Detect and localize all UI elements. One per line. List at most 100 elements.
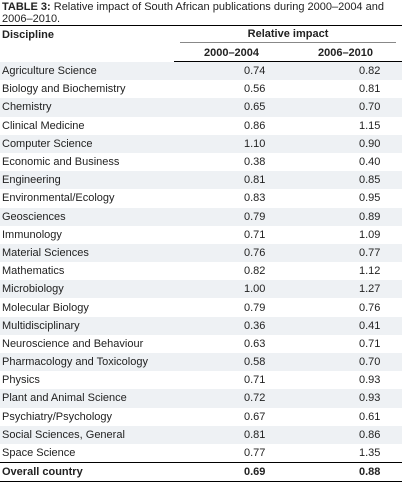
- cell-2000-2004: 0.63: [244, 337, 266, 350]
- cell-discipline: Molecular Biology: [2, 301, 89, 314]
- cell-2006-2010: 0.90: [359, 137, 381, 150]
- caption-label: TABLE 3:: [2, 1, 51, 13]
- cell-2000-2004: 0.36: [244, 319, 266, 332]
- cell-2000-2004: 0.65: [244, 101, 266, 114]
- cell-2006-2010: 0.86: [359, 428, 381, 441]
- cell-discipline: Geosciences: [2, 210, 66, 223]
- cell-discipline: Biology and Biochemistry: [2, 83, 126, 96]
- table-row: Agriculture Science 0.74 0.82: [0, 61, 402, 81]
- cell-2006-2010: 0.81: [359, 83, 381, 96]
- cell-2000-2004: 0.86: [244, 119, 266, 132]
- cell-2006-2010: 0.89: [359, 210, 381, 223]
- cell-total-2006-2010: 0.88: [289, 462, 402, 482]
- cell-total-label: Overall country: [0, 462, 174, 482]
- cell-discipline: Immunology: [2, 228, 62, 241]
- cell-discipline: Physics: [2, 374, 40, 387]
- cell-discipline: Mathematics: [2, 265, 65, 278]
- cell-discipline: Clinical Medicine: [2, 119, 85, 132]
- cell-2006-2010: 0.82: [359, 65, 381, 78]
- cell-2000-2004: 0.83: [244, 192, 266, 205]
- table-row: Mathematics 0.82 1.12: [0, 262, 402, 281]
- caption-text: Relative impact of South African publica…: [2, 1, 384, 25]
- table-row: Multidisciplinary 0.36 0.41: [0, 316, 402, 335]
- cell-2006-2010: 1.27: [359, 283, 381, 296]
- cell-discipline: Microbiology: [2, 283, 64, 296]
- cell-2000-2004: 0.67: [244, 410, 266, 423]
- total-row: Overall country 0.69 0.88: [0, 462, 402, 482]
- table-row: Biology and Biochemistry 0.56 0.81: [0, 80, 402, 99]
- cell-2000-2004: 0.81: [244, 174, 266, 187]
- table-row: Engineering 0.81 0.85: [0, 171, 402, 190]
- cell-2000-2004: 0.71: [244, 228, 266, 241]
- cell-discipline: Social Sciences, General: [2, 428, 125, 441]
- cell-2006-2010: 0.95: [359, 192, 381, 205]
- cell-discipline: Material Sciences: [2, 246, 89, 259]
- table-caption: TABLE 3: Relative impact of South Africa…: [0, 0, 402, 25]
- cell-2006-2010: 0.77: [359, 246, 381, 259]
- cell-discipline: Multidisciplinary: [2, 319, 80, 332]
- table-row: Plant and Animal Science 0.72 0.93: [0, 389, 402, 408]
- cell-2000-2004: 0.72: [244, 392, 266, 405]
- table-row: Chemistry 0.65 0.70: [0, 98, 402, 117]
- cell-2000-2004: 1.10: [244, 137, 266, 150]
- cell-2000-2004: 0.77: [244, 447, 266, 460]
- header-relative-impact: Relative impact: [174, 25, 402, 44]
- table-row: Pharmacology and Toxicology 0.58 0.70: [0, 353, 402, 372]
- cell-2006-2010: 0.71: [359, 337, 381, 350]
- table-row: Environmental/Ecology 0.83 0.95: [0, 189, 402, 208]
- header-discipline: Discipline: [0, 25, 174, 62]
- table-row: Clinical Medicine 0.86 1.15: [0, 116, 402, 135]
- cell-2000-2004: 0.79: [244, 210, 266, 223]
- table-row: Neuroscience and Behaviour 0.63 0.71: [0, 334, 402, 353]
- cell-2006-2010: 1.35: [359, 447, 381, 460]
- table-row: Space Science 0.77 1.35: [0, 443, 402, 463]
- cell-discipline: Engineering: [2, 174, 61, 187]
- cell-2006-2010: 0.70: [359, 356, 381, 369]
- cell-2000-2004: 0.58: [244, 356, 266, 369]
- cell-2006-2010: 0.85: [359, 174, 381, 187]
- cell-2006-2010: 1.09: [359, 228, 381, 241]
- cell-discipline: Pharmacology and Toxicology: [2, 356, 148, 369]
- cell-2006-2010: 0.41: [359, 319, 381, 332]
- cell-discipline: Space Science: [2, 447, 76, 460]
- table-row: Economic and Business 0.38 0.40: [0, 152, 402, 172]
- table-row: Immunology 0.71 1.09: [0, 225, 402, 244]
- cell-2006-2010: 0.40: [359, 156, 381, 169]
- header-period-2006-2010: 2006–2010: [289, 44, 402, 62]
- cell-2000-2004: 0.56: [244, 83, 266, 96]
- cell-discipline: Chemistry: [2, 101, 52, 114]
- header-period-2000-2004: 2000–2004: [174, 44, 289, 62]
- cell-discipline: Neuroscience and Behaviour: [2, 337, 144, 350]
- table-row: Material Sciences 0.76 0.77: [0, 243, 402, 263]
- table-row: Computer Science 1.10 0.90: [0, 134, 402, 153]
- cell-discipline: Economic and Business: [2, 156, 120, 169]
- cell-2000-2004: 1.00: [244, 283, 266, 296]
- cell-discipline: Environmental/Ecology: [2, 192, 115, 205]
- table-row: Physics 0.71 0.93: [0, 371, 402, 390]
- cell-total-2000-2004: 0.69: [174, 462, 289, 482]
- cell-2006-2010: 0.93: [359, 374, 381, 387]
- cell-discipline: Plant and Animal Science: [2, 392, 127, 405]
- cell-2000-2004: 0.71: [244, 374, 266, 387]
- cell-2000-2004: 0.81: [244, 428, 266, 441]
- table-row: Psychiatry/Psychology 0.67 0.61: [0, 407, 402, 426]
- cell-2006-2010: 0.61: [359, 410, 381, 423]
- cell-discipline: Computer Science: [2, 137, 93, 150]
- cell-2006-2010: 1.12: [359, 265, 381, 278]
- cell-2000-2004: 0.74: [244, 65, 266, 78]
- cell-discipline: Psychiatry/Psychology: [2, 410, 113, 423]
- cell-2000-2004: 0.82: [244, 265, 266, 278]
- cell-2006-2010: 0.93: [359, 392, 381, 405]
- table-row: Microbiology 1.00 1.27: [0, 280, 402, 299]
- table-row: Social Sciences, General 0.81 0.86: [0, 425, 402, 444]
- table-body: Agriculture Science 0.74 0.82 Biology and B…: [0, 61, 402, 482]
- cell-2000-2004: 0.38: [244, 156, 266, 169]
- cell-2006-2010: 0.70: [359, 101, 381, 114]
- impact-table: Discipline Relative impact 2000–2004 200…: [0, 25, 402, 482]
- table-row: Geosciences 0.79 0.89: [0, 207, 402, 226]
- cell-2006-2010: 1.15: [359, 119, 381, 132]
- cell-2000-2004: 0.76: [244, 246, 266, 259]
- cell-2006-2010: 0.76: [359, 301, 381, 314]
- cell-discipline: Agriculture Science: [2, 64, 97, 77]
- cell-2000-2004: 0.79: [244, 301, 266, 314]
